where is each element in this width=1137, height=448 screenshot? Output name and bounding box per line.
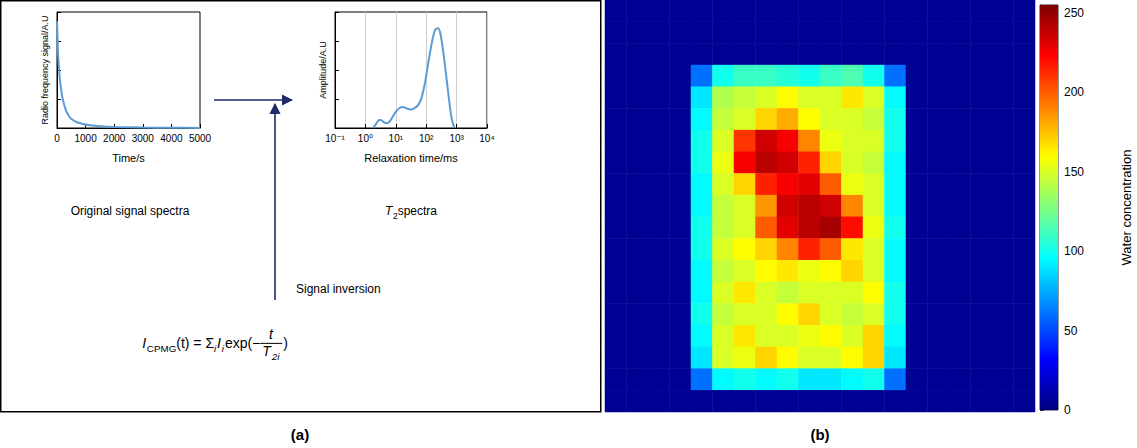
- svg-text:T: T: [385, 204, 394, 218]
- svg-text:2i: 2i: [271, 351, 280, 362]
- svg-text:10⁰: 10⁰: [358, 133, 373, 144]
- svg-text:200: 200: [1064, 85, 1084, 99]
- svg-text:0: 0: [54, 133, 60, 144]
- svg-text:150: 150: [1064, 165, 1084, 179]
- svg-text:100: 100: [1064, 244, 1084, 258]
- svg-text:I: I: [217, 335, 221, 351]
- svg-text:exp(−: exp(−: [225, 335, 260, 351]
- svg-text:5000: 5000: [189, 133, 212, 144]
- svg-text:0: 0: [1064, 403, 1071, 417]
- svg-text:Time/s: Time/s: [112, 152, 145, 164]
- svg-text:10⁻¹: 10⁻¹: [325, 133, 345, 144]
- svg-text:Signal inversion: Signal inversion: [296, 282, 381, 296]
- svg-text:50: 50: [1064, 324, 1078, 338]
- svg-text:t: t: [269, 326, 274, 342]
- svg-text:i: i: [214, 343, 217, 354]
- svg-text:Water concentration: Water concentration: [1119, 150, 1134, 266]
- svg-text:2: 2: [393, 211, 398, 221]
- svg-text:CPMG: CPMG: [147, 343, 176, 354]
- svg-text:(b): (b): [810, 426, 829, 443]
- svg-text:Radio frequency signal/A.U: Radio frequency signal/A.U: [40, 15, 50, 124]
- svg-text:T: T: [262, 343, 272, 359]
- svg-text:10³: 10³: [449, 133, 464, 144]
- svg-text:3000: 3000: [132, 133, 155, 144]
- svg-text:(t) = Σ: (t) = Σ: [176, 335, 214, 351]
- svg-text:(a): (a): [291, 426, 309, 443]
- svg-text:1000: 1000: [74, 133, 97, 144]
- svg-text:10⁴: 10⁴: [479, 133, 494, 144]
- svg-text:Relaxation time/ms: Relaxation time/ms: [364, 152, 458, 164]
- svg-text:10²: 10²: [419, 133, 434, 144]
- svg-text:2000: 2000: [103, 133, 126, 144]
- svg-text:Amplitude/A.U: Amplitude/A.U: [318, 41, 328, 99]
- svg-text:spectra: spectra: [398, 204, 438, 218]
- svg-text:250: 250: [1064, 6, 1084, 20]
- svg-text:4000: 4000: [160, 133, 183, 144]
- svg-text:I: I: [142, 335, 146, 351]
- svg-text:i: i: [222, 343, 225, 354]
- svg-text:10¹: 10¹: [389, 133, 404, 144]
- svg-text:): ): [283, 335, 288, 351]
- svg-text:Original signal spectra: Original signal spectra: [71, 204, 190, 218]
